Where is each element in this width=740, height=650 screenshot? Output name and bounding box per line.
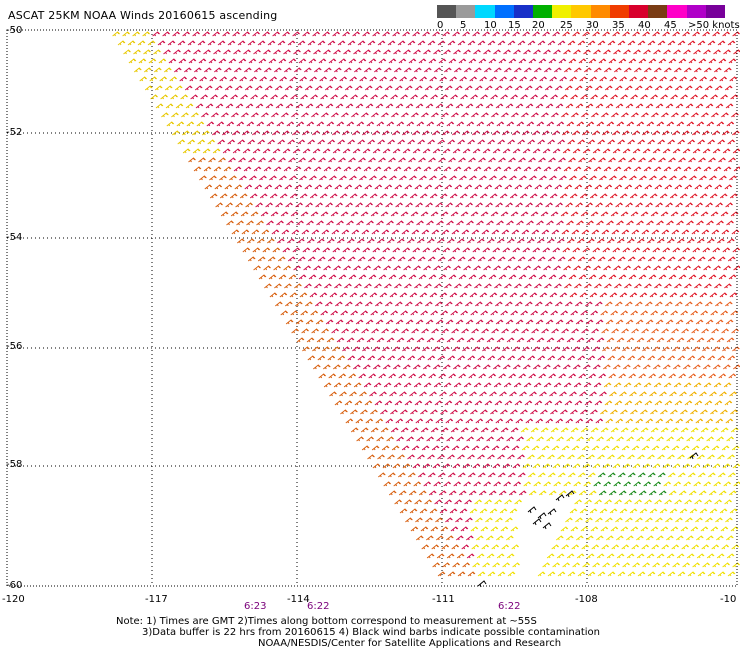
wind-barb-group [593, 472, 667, 496]
wind-barb-group [600, 382, 738, 424]
wind-barb-swath [112, 31, 740, 588]
legend-tick-label: 35 [612, 20, 625, 31]
lat-label-50: -50 [6, 25, 23, 36]
wind-barb-group [112, 31, 221, 154]
lat-label-56: -56 [6, 341, 23, 352]
legend-tick-label: >50 knots [688, 20, 740, 31]
legend-swatch [590, 5, 610, 18]
lon-label-105: -10 [720, 594, 737, 605]
legend-tick-label: 40 [638, 20, 651, 31]
map-title: ASCAT 25KM NOAA Winds 20160615 ascending [8, 9, 278, 22]
note-line-3: NOAA/NESDIS/Center for Satellite Applica… [258, 638, 562, 649]
contaminated-barbs [477, 452, 699, 588]
legend-swatch [533, 5, 553, 18]
lon-label-108: -108 [575, 594, 598, 605]
note-line-2: 3)Data buffer is 22 hrs from 20160615 4)… [142, 627, 600, 638]
legend-tick-label: 5 [460, 20, 467, 31]
legend-tick-label: 0 [437, 20, 444, 31]
lat-label-58: -58 [6, 459, 23, 470]
wind-barb-group [559, 31, 740, 298]
lon-label-114: -114 [287, 594, 310, 605]
legend-swatch [513, 5, 534, 18]
legend-swatch [494, 5, 514, 18]
wind-barb-group [469, 427, 740, 577]
wind-barb-group [600, 301, 740, 379]
legend-tick-label: 20 [532, 20, 545, 31]
lat-label-52: -52 [6, 127, 23, 138]
wind-barb-group [188, 157, 476, 577]
legend-swatch [475, 5, 495, 18]
legend-swatch [686, 5, 706, 18]
time-label-1: 6:23 [244, 601, 267, 612]
legend-swatch [705, 5, 726, 18]
legend-swatch [648, 5, 668, 18]
legend-tick-label: 15 [508, 20, 521, 31]
lon-label-120: -120 [2, 594, 25, 605]
legend-swatch [552, 5, 572, 18]
legend-tick-label: 25 [560, 20, 573, 31]
lon-label-117: -117 [145, 594, 168, 605]
wind-barb-group [152, 31, 607, 559]
lat-label-60: -60 [6, 580, 23, 591]
wind-speed-legend [437, 5, 726, 18]
lon-label-111: -111 [432, 594, 455, 605]
legend-tick-label: 45 [664, 20, 677, 31]
legend-tick-label: 30 [586, 20, 599, 31]
legend-swatch [609, 5, 630, 18]
legend-swatch [667, 5, 687, 18]
time-label-3: 6:22 [498, 601, 521, 612]
legend-swatch [571, 5, 591, 18]
lat-lon-grid [7, 30, 737, 586]
legend-swatch [456, 5, 476, 18]
legend-tick-label: 10 [484, 20, 497, 31]
note-line-1: Note: 1) Times are GMT 2)Times along bot… [116, 616, 537, 627]
legend-swatch [437, 5, 457, 18]
legend-tick-labels: 0 5 10 15 20 25 30 35 40 45 >50 knots [432, 20, 740, 32]
lat-label-54: -54 [6, 232, 23, 243]
map-frame [6, 29, 738, 587]
time-label-2: 6:22 [307, 601, 330, 612]
legend-swatch [629, 5, 649, 18]
